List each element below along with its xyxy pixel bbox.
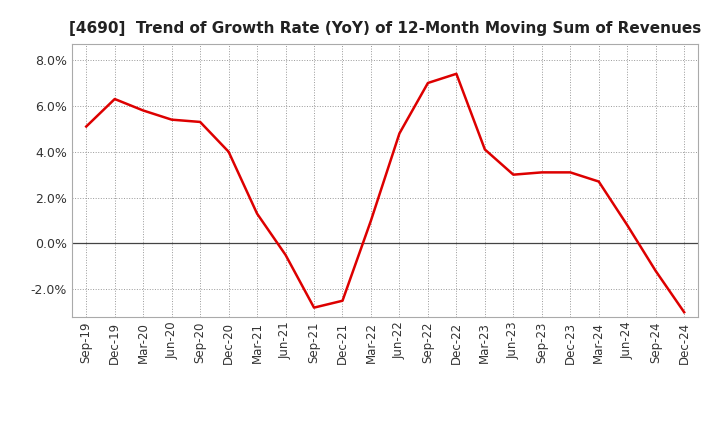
Title: [4690]  Trend of Growth Rate (YoY) of 12-Month Moving Sum of Revenues: [4690] Trend of Growth Rate (YoY) of 12-… (69, 21, 701, 36)
